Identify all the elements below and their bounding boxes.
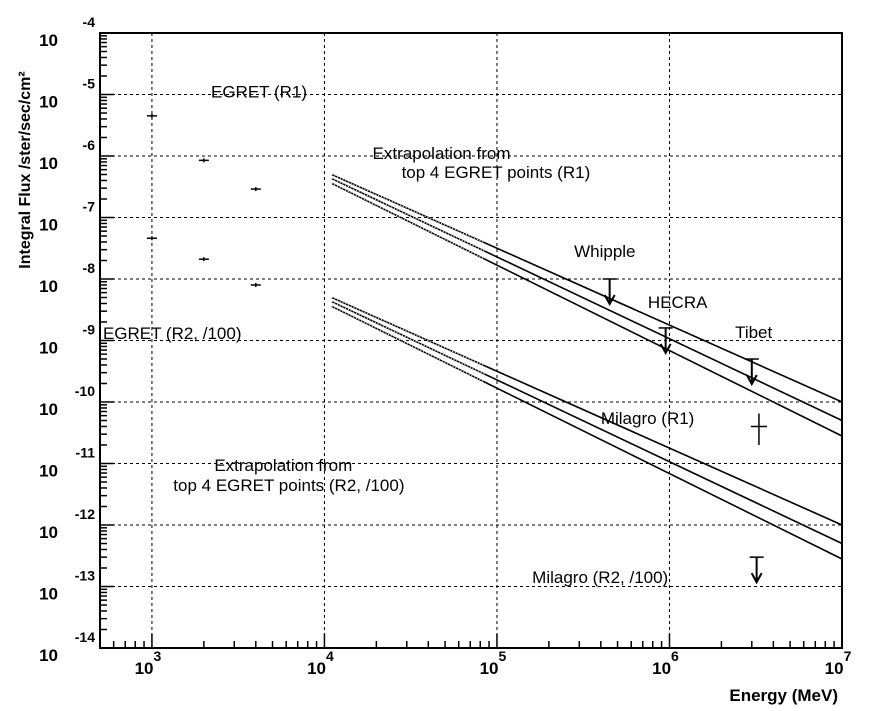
upper-limit-arrow xyxy=(750,572,763,585)
y-tick-label: 10 xyxy=(39,523,58,542)
x-tick-label: 105 xyxy=(480,648,507,678)
series-0 xyxy=(146,113,261,192)
y-tick-label: 10 xyxy=(39,462,58,481)
annotation-label: EGRET (R2, /100) xyxy=(103,324,242,343)
annotation-label: EGRET (R1) xyxy=(211,82,307,101)
extrapolation-line xyxy=(331,182,843,437)
y-tick-exponent: -10 xyxy=(75,383,95,399)
y-tick-exponent: -9 xyxy=(83,322,96,338)
y-tick-label: 10 xyxy=(39,646,58,665)
series-1 xyxy=(146,236,261,287)
x-tick-label: 103 xyxy=(135,648,162,678)
annotation-label: top 4 EGRET points (R2, /100) xyxy=(173,476,404,495)
y-tick-label: 10 xyxy=(39,31,58,50)
x-axis-label: Energy (MeV) xyxy=(729,686,838,705)
annotation-label: Extrapolation from xyxy=(214,456,352,475)
annotation-label: Milagro (R1) xyxy=(601,409,695,428)
series-3 xyxy=(331,296,843,560)
annotation-label: Extrapolation from xyxy=(373,144,511,163)
series-8 xyxy=(749,556,764,585)
series-4 xyxy=(602,278,617,307)
upper-limit-arrow xyxy=(659,343,672,356)
y-tick-label: 10 xyxy=(39,339,58,358)
x-axis-ticks: 103 104 105 106 107 xyxy=(99,634,852,678)
extrapolation-line xyxy=(331,300,843,545)
upper-limit-arrow xyxy=(603,294,616,307)
data-marks xyxy=(146,113,843,585)
extrapolation-dotted xyxy=(331,297,485,367)
grid xyxy=(100,33,842,648)
y-tick-exponent: -4 xyxy=(83,14,96,30)
x-tick-label: 104 xyxy=(307,648,334,678)
extrapolation-line xyxy=(331,177,843,422)
extrapolation-line xyxy=(331,305,843,560)
y-tick-exponent: -5 xyxy=(83,76,96,92)
extrapolation-line xyxy=(331,173,843,403)
x-tick-label: 107 xyxy=(825,648,852,678)
annotation-label: top 4 EGRET points (R1) xyxy=(402,163,591,182)
y-tick-exponent: -14 xyxy=(75,629,95,645)
annotation-label: Whipple xyxy=(574,242,635,261)
upper-limit-arrow xyxy=(745,374,758,387)
y-tick-label: 10 xyxy=(39,585,58,604)
y-tick-exponent: -8 xyxy=(83,260,96,276)
y-tick-exponent: -7 xyxy=(83,199,96,215)
extrapolation-dotted xyxy=(331,174,485,244)
annotation-label: HECRA xyxy=(648,293,708,312)
extrapolation-dotted xyxy=(331,301,485,375)
y-axis-label: Integral Flux /ster/sec/cm² xyxy=(17,71,34,268)
y-tick-label: 10 xyxy=(39,93,58,112)
y-axis-ticks: 10 -4 10 -5 10 -6 10 -7 10 -8 10 -9 10 -10 10 -11 10 -12 1… xyxy=(39,14,114,665)
y-tick-exponent: -6 xyxy=(83,137,96,153)
y-tick-label: 10 xyxy=(39,400,58,419)
annotation-label: Tibet xyxy=(735,323,772,342)
y-tick-label: 10 xyxy=(39,277,58,296)
y-tick-label: 10 xyxy=(39,154,58,173)
annotation-label: Milagro (R2, /100) xyxy=(532,568,668,587)
y-tick-exponent: -11 xyxy=(76,445,96,461)
series-5 xyxy=(658,327,673,356)
series-7 xyxy=(750,413,767,445)
x-tick-label: 106 xyxy=(652,648,679,678)
y-tick-label: 10 xyxy=(39,216,58,235)
y-tick-exponent: -13 xyxy=(75,568,95,584)
y-tick-exponent: -12 xyxy=(75,506,95,522)
extrapolation-dotted xyxy=(331,178,485,252)
series-6 xyxy=(744,358,759,387)
series-2 xyxy=(331,173,843,437)
